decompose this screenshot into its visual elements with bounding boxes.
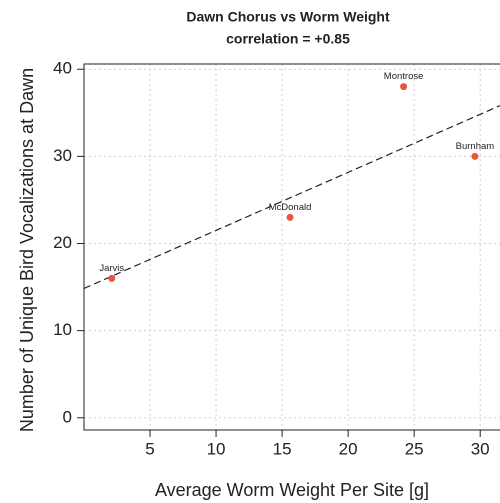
x-tick-label: 15 — [273, 439, 292, 458]
y-axis-label: Number of Unique Bird Vocalizations at D… — [17, 68, 37, 432]
y-tick-label: 10 — [53, 320, 72, 339]
x-tick-label: 25 — [405, 439, 424, 458]
x-tick-label: 5 — [145, 439, 154, 458]
trend-line — [83, 105, 500, 289]
x-tick-label: 10 — [207, 439, 226, 458]
y-tick-label: 0 — [63, 407, 72, 426]
y-tick-label: 40 — [53, 59, 72, 78]
plot-frame — [83, 63, 500, 431]
point-label: Jarvis — [99, 263, 124, 274]
point — [108, 274, 116, 282]
point-label: McDonald — [269, 202, 312, 213]
chart-subtitle: correlation = +0.85 — [226, 31, 350, 47]
x-tick-label: 30 — [471, 439, 490, 458]
point — [286, 213, 294, 221]
point — [471, 152, 479, 160]
point-label: Montrose — [384, 71, 424, 82]
point-label: Burnham — [456, 141, 495, 152]
chart-title: Dawn Chorus vs Worm Weight — [186, 9, 390, 25]
y-tick-label: 20 — [53, 233, 72, 252]
y-tick-label: 30 — [53, 146, 72, 165]
point — [400, 83, 408, 91]
x-tick-label: 20 — [339, 439, 358, 458]
x-axis-label: Average Worm Weight Per Site [g] — [155, 480, 429, 500]
